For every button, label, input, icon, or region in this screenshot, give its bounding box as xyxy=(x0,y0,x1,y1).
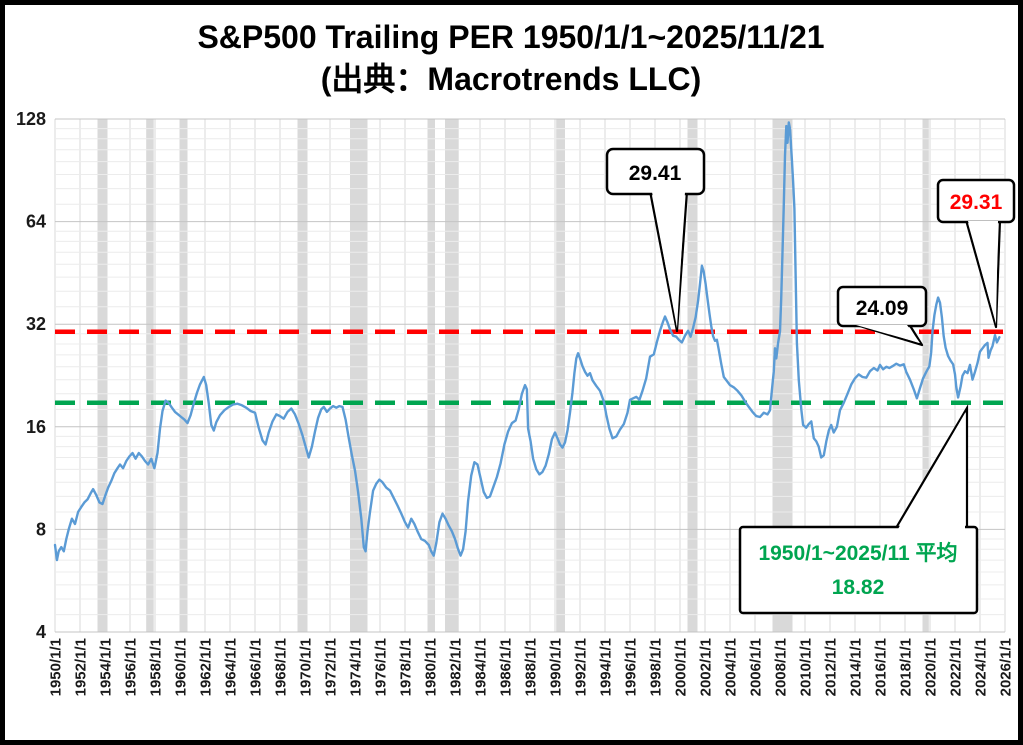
chart-title-line2: (出典：Macrotrends LLC) xyxy=(321,61,701,97)
x-tick-label: 1982/1/1 xyxy=(448,638,465,696)
callout-pointer-joint xyxy=(652,192,685,328)
x-tick-label: 1994/1/1 xyxy=(598,638,615,696)
y-tick-label: 4 xyxy=(36,622,46,642)
average-note-line2: 18.82 xyxy=(832,576,885,599)
callout-box xyxy=(738,525,979,615)
x-tick-label: 2004/1/1 xyxy=(723,638,740,696)
callout-pointer-joint xyxy=(898,413,965,529)
x-tick-label: 1966/1/1 xyxy=(248,638,265,696)
callout-precovid: 24.09 xyxy=(836,285,928,347)
x-tick-label: 2008/1/1 xyxy=(773,638,790,696)
x-tick-label: 2006/1/1 xyxy=(748,638,765,696)
x-tick-label: 1954/1/1 xyxy=(98,638,115,696)
y-tick-label: 32 xyxy=(26,314,46,334)
recession-band xyxy=(297,119,308,632)
recession-band xyxy=(687,119,698,632)
recession-band xyxy=(445,119,459,632)
y-tick-label: 16 xyxy=(26,417,46,437)
recession-band xyxy=(350,119,368,632)
recession-band xyxy=(427,119,435,632)
average-note-line1: 1950/1~2025/11 平均 xyxy=(758,541,957,565)
callout-pointer-edge xyxy=(964,218,1002,329)
callout-value: 29.31 xyxy=(950,191,1003,214)
callout-pointer-edge xyxy=(851,322,924,347)
callout-2000-peak: 29.41 xyxy=(605,147,706,333)
callout-pointer-edge xyxy=(894,403,969,530)
chart-title-line1: S&P500 Trailing PER 1950/1/1~2025/11/21 xyxy=(197,19,824,55)
x-tick-label: 2024/1/1 xyxy=(973,638,990,696)
y-tick-label: 64 xyxy=(26,212,46,232)
recession-band xyxy=(772,119,793,632)
y-tick-label: 8 xyxy=(36,519,46,539)
callout-latest: 29.31 xyxy=(936,178,1016,329)
callout-pointer-joint xyxy=(968,221,998,324)
x-tick-label: 1988/1/1 xyxy=(523,638,540,696)
x-tick-label: 1974/1/1 xyxy=(348,638,365,696)
x-tick-label: 1964/1/1 xyxy=(223,638,240,696)
callout-pointer-edge xyxy=(648,189,689,333)
x-tick-label: 2010/1/1 xyxy=(798,638,815,696)
callout-value: 24.09 xyxy=(856,297,909,320)
x-tick-label: 1970/1/1 xyxy=(298,638,315,696)
x-tick-label: 1986/1/1 xyxy=(498,638,515,696)
x-tick-label: 1972/1/1 xyxy=(323,638,340,696)
callout-pointer-joint xyxy=(856,325,920,343)
recession-bands xyxy=(97,119,929,632)
x-tick-label: 1978/1/1 xyxy=(398,638,415,696)
x-tick-label: 2014/1/1 xyxy=(848,638,865,696)
x-axis-labels: 1950/1/1 1952/1/1 1954/1/1 1956/1/1 1958/1/1… xyxy=(48,638,1015,696)
x-tick-label: 1968/1/1 xyxy=(273,638,290,696)
x-tick-label: 2022/1/1 xyxy=(948,638,965,696)
x-tick-label: 2026/1/1 xyxy=(998,638,1015,696)
x-tick-label: 1962/1/1 xyxy=(198,638,215,696)
x-tick-label: 1992/1/1 xyxy=(573,638,590,696)
x-tick-label: 1958/1/1 xyxy=(148,638,165,696)
recession-band xyxy=(556,119,565,632)
x-tick-label: 2016/1/1 xyxy=(873,638,890,696)
x-tick-label: 2000/1/1 xyxy=(673,638,690,696)
x-tick-label: 1998/1/1 xyxy=(648,638,665,696)
x-tick-label: 1984/1/1 xyxy=(473,638,490,696)
per-series-path xyxy=(53,121,1001,562)
y-axis-labels: 4 8 16 32 64 128 xyxy=(16,109,46,642)
callout-value: 29.41 xyxy=(629,162,682,185)
callout-average-note: 1950/1~2025/11 平均 18.82 xyxy=(738,403,979,615)
x-tick-label: 1956/1/1 xyxy=(123,638,140,696)
x-tick-label: 1960/1/1 xyxy=(173,638,190,696)
x-tick-label: 1952/1/1 xyxy=(73,638,90,696)
x-tick-label: 1990/1/1 xyxy=(548,638,565,696)
y-tick-label: 128 xyxy=(16,109,46,129)
x-tick-label: 1980/1/1 xyxy=(423,638,440,696)
recession-band xyxy=(180,119,188,632)
x-tick-label: 2002/1/1 xyxy=(698,638,715,696)
x-tick-label: 1976/1/1 xyxy=(373,638,390,696)
recession-band xyxy=(97,119,108,632)
recession-band xyxy=(146,119,154,632)
x-tick-label: 1950/1/1 xyxy=(48,638,65,696)
x-tick-label: 2020/1/1 xyxy=(923,638,940,696)
x-tick-label: 2012/1/1 xyxy=(823,638,840,696)
x-tick-label: 1996/1/1 xyxy=(623,638,640,696)
x-tick-label: 2018/1/1 xyxy=(898,638,915,696)
